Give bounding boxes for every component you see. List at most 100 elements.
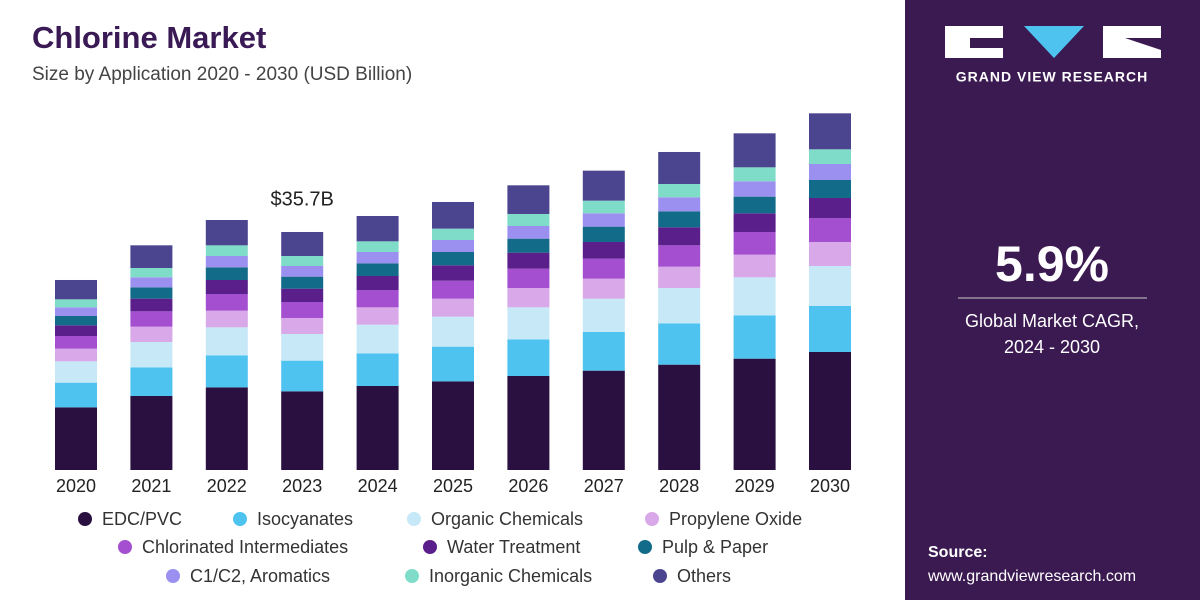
legend-label: Pulp & Paper — [662, 537, 768, 557]
bar-segment — [809, 179, 851, 198]
bar-segment — [281, 360, 324, 392]
bar-segment — [582, 213, 625, 227]
bar-segment — [733, 167, 776, 182]
bar-segment — [205, 310, 248, 328]
bar-segment — [205, 267, 248, 280]
logo-cut — [1125, 38, 1161, 50]
bar-segment — [582, 370, 625, 470]
bar-segment — [507, 213, 550, 226]
bar-segment — [432, 265, 474, 281]
bar-segment — [356, 251, 399, 264]
x-tick-label: 2025 — [433, 476, 473, 496]
bar-segment — [507, 225, 550, 239]
legend-label: Isocyanates — [257, 509, 353, 529]
bar-segment — [281, 333, 324, 361]
bar-segment — [658, 211, 701, 228]
brand: GRAND VIEW RESEARCH — [956, 69, 1148, 85]
bar-segment — [130, 341, 173, 368]
logo-cut — [970, 38, 1003, 48]
x-tick-label: 2026 — [508, 476, 548, 496]
bar-segment — [809, 113, 851, 150]
x-tick-label: 2029 — [735, 476, 775, 496]
bar-segment — [281, 231, 324, 256]
bar-segment — [733, 196, 776, 214]
bar-segment — [55, 348, 97, 362]
sidebar — [905, 0, 1200, 600]
bar-segment — [507, 268, 550, 288]
bar-segment — [281, 391, 324, 470]
bar-segment — [432, 201, 474, 229]
chart-subtitle: Size by Application 2020 - 2030 (USD Bil… — [32, 64, 412, 85]
legend-label: Inorganic Chemicals — [429, 566, 592, 586]
x-tick-label: 2028 — [659, 476, 699, 496]
x-tick-label: 2020 — [56, 476, 96, 496]
bar-segment — [205, 245, 248, 256]
bar-segment — [809, 265, 851, 306]
bar-segment — [130, 277, 173, 288]
x-tick-label: 2021 — [131, 476, 171, 496]
bar-segment — [356, 263, 399, 276]
bar-segment — [658, 245, 701, 267]
x-tick-label: 2030 — [810, 476, 850, 496]
bar-segment — [55, 315, 97, 326]
source-url: www.grandviewresearch.com — [927, 568, 1136, 585]
bar-segment — [130, 245, 173, 268]
bar-segment — [130, 287, 173, 299]
bar-segment — [281, 288, 324, 302]
bar-segment — [281, 317, 324, 334]
bar-segment — [507, 238, 550, 253]
bar-segment — [658, 323, 701, 365]
bar-segment — [809, 305, 851, 352]
bar-segment — [356, 324, 399, 354]
bar-segment — [809, 197, 851, 218]
bar-segment — [733, 213, 776, 232]
bar-segment — [507, 375, 550, 470]
bar-segment — [733, 133, 776, 168]
bar-segment — [809, 351, 851, 470]
bar-segment — [130, 267, 173, 278]
bar-segment — [432, 298, 474, 317]
bar-segment — [809, 163, 851, 180]
bar-segment — [356, 353, 399, 386]
bar-segment — [205, 355, 248, 388]
bar-segment — [205, 219, 248, 246]
bar-segment — [130, 367, 173, 396]
bar-segment — [507, 307, 550, 340]
bar-segment — [432, 346, 474, 382]
bar-segment — [205, 293, 248, 311]
bar-segment — [658, 266, 701, 288]
x-tick-label: 2022 — [207, 476, 247, 496]
bar-segment — [432, 316, 474, 347]
bar-segment — [733, 181, 776, 197]
bar-segment — [281, 301, 324, 318]
bar-segment — [658, 151, 701, 184]
bar-segment — [205, 255, 248, 268]
bar-segment — [55, 325, 97, 336]
legend-swatch — [78, 512, 92, 526]
bar-segment — [130, 311, 173, 327]
legend-label: Organic Chemicals — [431, 509, 583, 529]
bar-segment — [432, 381, 474, 470]
cagr-label: Global Market CAGR, — [965, 311, 1139, 331]
bar-segment — [130, 326, 173, 342]
bar-segment — [582, 170, 625, 201]
cagr-period: 2024 - 2030 — [1004, 337, 1100, 357]
bar-segment — [356, 215, 399, 242]
bar-segment — [432, 251, 474, 266]
bar-segment — [507, 287, 550, 308]
cagr-value: 5.9% — [995, 236, 1109, 292]
bar-segment — [658, 197, 701, 212]
bar-segment — [205, 387, 248, 470]
bar-segment — [733, 358, 776, 470]
bar-segment — [507, 339, 550, 376]
bar-segment — [733, 277, 776, 316]
legend-swatch — [423, 540, 437, 554]
bar-segment — [356, 275, 399, 290]
bar-segment — [130, 298, 173, 312]
bar-segment — [205, 279, 248, 294]
legend-label: Water Treatment — [447, 537, 580, 557]
bar-segment — [432, 239, 474, 252]
bar-segment — [432, 228, 474, 240]
bar-segment — [356, 241, 399, 252]
legend-swatch — [233, 512, 247, 526]
